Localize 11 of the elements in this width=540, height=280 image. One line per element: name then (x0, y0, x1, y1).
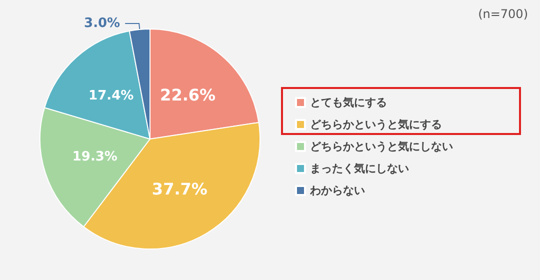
data-label: 22.6% (160, 86, 216, 105)
legend-label: わからない (309, 184, 365, 197)
legend-label: とても気にする (310, 96, 387, 109)
legend-label: まったく気にしない (310, 162, 409, 175)
text: (n=700) (478, 7, 528, 21)
data-label: 37.7% (152, 179, 208, 198)
legend-label: どちらかというと気にする (310, 118, 442, 131)
data-label: 19.3% (72, 150, 118, 165)
legend-label: どちらかというと気にしない (310, 140, 453, 153)
data-label: 17.4% (88, 88, 134, 104)
data-label: 3.0% (84, 16, 120, 32)
